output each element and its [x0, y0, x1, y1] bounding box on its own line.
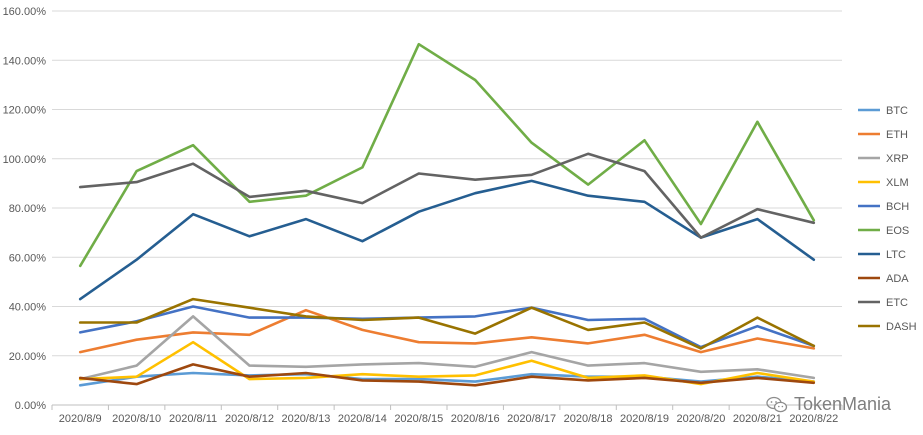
legend-label-ltc: LTC	[886, 249, 906, 261]
series-line-eth	[78, 308, 816, 354]
legend-label-eth: ETH	[886, 129, 908, 141]
series-line-etc	[78, 152, 816, 239]
x-tick-label: 2020/8/14	[338, 413, 387, 425]
series-line-bch	[78, 305, 816, 349]
legend-label-xrp: XRP	[886, 153, 909, 165]
y-tick-label: 120.00%	[3, 105, 47, 117]
x-tick-label: 2020/8/11	[169, 413, 217, 425]
x-tick-label: 2020/8/18	[564, 413, 613, 425]
x-tick-label: 2020/8/9	[59, 413, 102, 425]
x-tick-label: 2020/8/13	[281, 413, 330, 425]
legend-label-btc: BTC	[886, 105, 908, 117]
x-tick-label: 2020/8/17	[507, 413, 556, 425]
y-tick-label: 160.00%	[3, 6, 47, 18]
y-tick-label: 0.00%	[15, 400, 46, 412]
x-axis: 2020/8/9 2020/8/10 2020/8/11 2020/8/12 2020/…	[51, 404, 843, 425]
y-tick-label: 60.00%	[9, 252, 47, 264]
series-lines	[78, 42, 816, 387]
x-tick-label: 2020/8/19	[620, 413, 669, 425]
x-tick-label: 2020/8/22	[789, 413, 838, 425]
y-axis: 0.00% 20.00% 40.00% 60.00% 80.00% 100.00% 120.…	[3, 6, 47, 412]
series-line-ada	[78, 363, 816, 387]
y-tick-label: 40.00%	[9, 302, 47, 314]
x-tick-label: 2020/8/10	[112, 413, 161, 425]
legend-label-eos: EOS	[886, 225, 909, 237]
legend-label-bch: BCH	[886, 201, 909, 213]
series-line-ltc	[78, 179, 816, 301]
x-tick-label: 2020/8/16	[451, 413, 500, 425]
legend-label-etc: ETC	[886, 297, 908, 309]
x-tick-label: 2020/8/12	[225, 413, 274, 425]
legend-label-dash: DASH	[886, 321, 917, 333]
wechat-icon	[766, 396, 788, 412]
series-line-eos	[78, 42, 816, 268]
y-tick-label: 80.00%	[9, 203, 47, 215]
legend: BTC ETH XRP XLM BCH EOS LTC ADA ETC DASH	[858, 105, 917, 333]
series-line-xrp	[78, 315, 816, 381]
legend-label-ada: ADA	[886, 273, 909, 285]
x-tick-label: 2020/8/20	[676, 413, 725, 425]
series-line-dash	[78, 297, 816, 350]
x-tick-label: 2020/8/15	[394, 413, 443, 425]
watermark-text: TokenMania	[793, 394, 891, 414]
y-tick-label: 140.00%	[3, 55, 47, 67]
watermark: TokenMania	[766, 394, 891, 415]
y-tick-label: 100.00%	[3, 154, 47, 166]
x-tick-label: 2020/8/21	[733, 413, 782, 425]
gridlines	[52, 10, 842, 406]
series-line-xlm	[78, 340, 816, 386]
legend-label-xlm: XLM	[886, 177, 909, 189]
y-tick-label: 20.00%	[9, 351, 47, 363]
